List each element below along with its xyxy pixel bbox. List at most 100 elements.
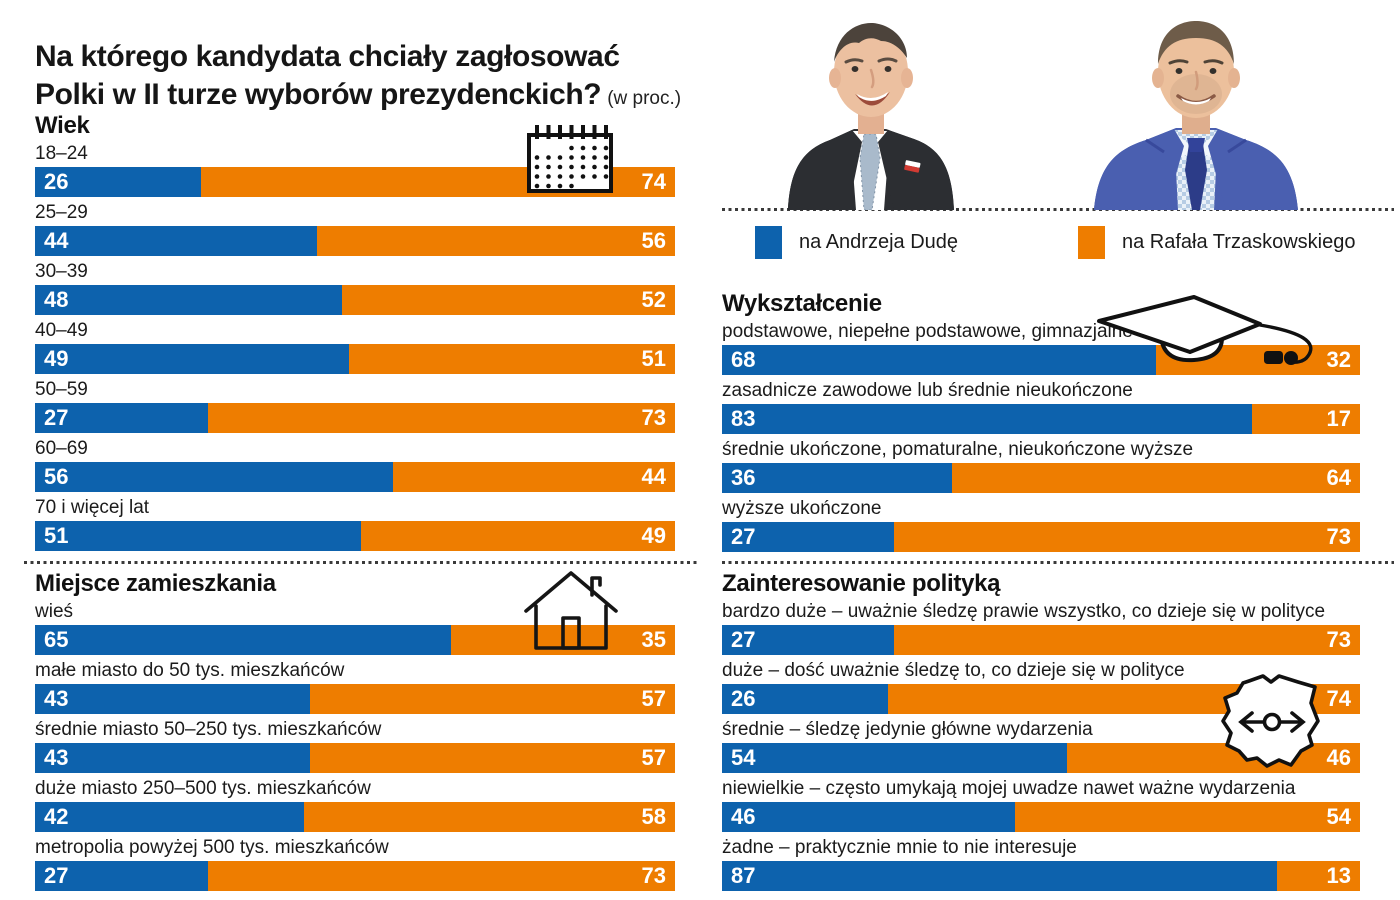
bar-row: metropolia powyżej 500 tys. mieszkańców 2… [35, 836, 675, 891]
bar-row-label: średnie miasto 50–250 tys. mieszkańców [35, 719, 382, 740]
title-line-1: Na którego kandydata chciały zagłosować [35, 40, 620, 73]
legend-item-duda: na Andrzeja Dudę [755, 226, 958, 259]
trzaskowski-segment: 56 [316, 226, 675, 256]
graduation-cap-icon [1086, 294, 1356, 387]
trzaskowski-segment: 17 [1251, 404, 1360, 434]
trzaskowski-segment: 54 [1015, 802, 1360, 832]
bar-row: niewielkie – często umykają mojej uwadze… [722, 777, 1360, 832]
bar-row: 70 i więcej lat 51 49 [35, 496, 675, 551]
duda-segment: 51 [35, 521, 362, 551]
bar-row-label: 30–39 [35, 261, 88, 282]
duda-segment: 48 [35, 285, 343, 315]
bar-row: 25–29 44 56 [35, 201, 675, 256]
stacked-bar: 87 13 [722, 861, 1360, 891]
bar-row: 40–49 49 51 [35, 319, 675, 374]
bar-row-label: duże miasto 250–500 tys. mieszkańców [35, 778, 371, 799]
bar-row-label: 40–49 [35, 320, 88, 341]
bar-row-label: 25–29 [35, 202, 88, 223]
stacked-bar: 83 17 [722, 404, 1360, 434]
section-title: Miejsce zamieszkania [35, 570, 276, 597]
stacked-bar: 27 73 [722, 522, 1360, 552]
stacked-bar: 43 57 [35, 684, 675, 714]
trzaskowski-segment: 13 [1277, 861, 1360, 891]
bar-row-label: 50–59 [35, 379, 88, 400]
duda-segment: 87 [722, 861, 1278, 891]
section-zainteresowanie-polityka: Zainteresowanie polityką bardzo duże – uw… [722, 570, 1360, 895]
stacked-bar: 46 54 [722, 802, 1360, 832]
title-line-2: Polki w II turze wyborów prezydenckich?(… [35, 78, 682, 111]
trzaskowski-segment: 73 [894, 625, 1360, 655]
duda-segment: 44 [35, 226, 317, 256]
photo-rafal-trzaskowski [1086, 16, 1306, 215]
duda-segment: 49 [35, 344, 349, 374]
stacked-bar: 44 56 [35, 226, 675, 256]
trzaskowski-color-swatch [1078, 226, 1105, 259]
bar-row-label: 70 i więcej lat [35, 497, 150, 518]
bar-row-label: średnie ukończone, pomaturalne, nieukońc… [722, 439, 1194, 460]
bar-row: wyższe ukończone 27 73 [722, 497, 1360, 552]
trzaskowski-segment: 64 [951, 463, 1360, 493]
stacked-bar: 27 73 [35, 403, 675, 433]
bar-row: zasadnicze zawodowe lub średnie nieukońc… [722, 379, 1360, 434]
bar-row-label: podstawowe, niepełne podstawowe, gimnazj… [722, 321, 1133, 342]
bar-row: 30–39 48 52 [35, 260, 675, 315]
stacked-bar: 51 49 [35, 521, 675, 551]
bar-row-label: małe miasto do 50 tys. mieszkańców [35, 660, 345, 681]
bar-row-label: zasadnicze zawodowe lub średnie nieukońc… [722, 380, 1133, 401]
duda-segment: 26 [35, 167, 202, 197]
trzaskowski-segment: 52 [342, 285, 675, 315]
duda-segment: 43 [35, 684, 311, 714]
bar-row: żadne – praktycznie mnie to nie interesu… [722, 836, 1360, 891]
bar-row: bardzo duże – uważnie śledzę prawie wszy… [722, 600, 1360, 655]
trzaskowski-segment: 73 [894, 522, 1360, 552]
duda-segment: 56 [35, 462, 394, 492]
bar-row: duże miasto 250–500 tys. mieszkańców 42 58 [35, 777, 675, 832]
poland-map-icon [1218, 672, 1326, 779]
duda-segment: 27 [35, 403, 208, 433]
bar-row-label: 18–24 [35, 143, 88, 164]
section-title: Zainteresowanie polityką [722, 570, 1001, 597]
duda-segment: 27 [35, 861, 208, 891]
duda-segment: 27 [722, 522, 895, 552]
stacked-bar: 27 73 [35, 861, 675, 891]
divider-right-column [722, 561, 1394, 564]
legend-item-trzaskowski: na Rafała Trzaskowskiego [1078, 226, 1355, 259]
duda-segment: 65 [35, 625, 451, 655]
bar-row: 60–69 56 44 [35, 437, 675, 492]
bar-row-label: bardzo duże – uważnie śledzę prawie wszy… [722, 601, 1326, 622]
bar-row-label: wieś [35, 601, 74, 622]
stacked-bar: 54 46 [722, 743, 1360, 773]
calendar-icon [524, 122, 616, 201]
trzaskowski-segment: 57 [310, 743, 675, 773]
bar-row-label: 60–69 [35, 438, 88, 459]
divider-under-photos [722, 208, 1394, 211]
bar-row-label: niewielkie – często umykają mojej uwadze… [722, 778, 1296, 799]
stacked-bar: 36 64 [722, 463, 1360, 493]
stacked-bar: 42 58 [35, 802, 675, 832]
bar-row: małe miasto do 50 tys. mieszkańców 43 57 [35, 659, 675, 714]
bar-row-label: wyższe ukończone [722, 498, 882, 519]
section-wiek: Wiek 18–24 26 74 25–29 44 56 30–39 48 52 40–49 49 51… [35, 112, 675, 555]
stacked-bar: 49 51 [35, 344, 675, 374]
stacked-bar: 43 57 [35, 743, 675, 773]
section-miejsce-zamieszkania: Miejsce zamieszkania wieś 65 35 małe miasto … [35, 570, 675, 895]
stacked-bar: 56 44 [35, 462, 675, 492]
duda-segment: 68 [722, 345, 1156, 375]
duda-segment: 83 [722, 404, 1252, 434]
trzaskowski-segment: 44 [393, 462, 675, 492]
bar-row-label: średnie – śledzę jedynie główne wydarzen… [722, 719, 1093, 740]
page-title: Na którego kandydata chciały zagłosować … [35, 38, 695, 118]
duda-segment: 46 [722, 802, 1016, 832]
duda-segment: 43 [35, 743, 311, 773]
bar-row: 50–59 27 73 [35, 378, 675, 433]
duda-segment: 36 [722, 463, 952, 493]
trzaskowski-segment: 58 [303, 802, 675, 832]
trzaskowski-segment: 73 [207, 403, 675, 433]
duda-segment: 26 [722, 684, 888, 714]
stacked-bar: 27 73 [722, 625, 1360, 655]
section-title: Wiek [35, 112, 90, 139]
bar-row: średnie – śledzę jedynie główne wydarzen… [722, 718, 1360, 773]
trzaskowski-segment: 51 [348, 344, 675, 374]
trzaskowski-segment: 49 [361, 521, 675, 551]
